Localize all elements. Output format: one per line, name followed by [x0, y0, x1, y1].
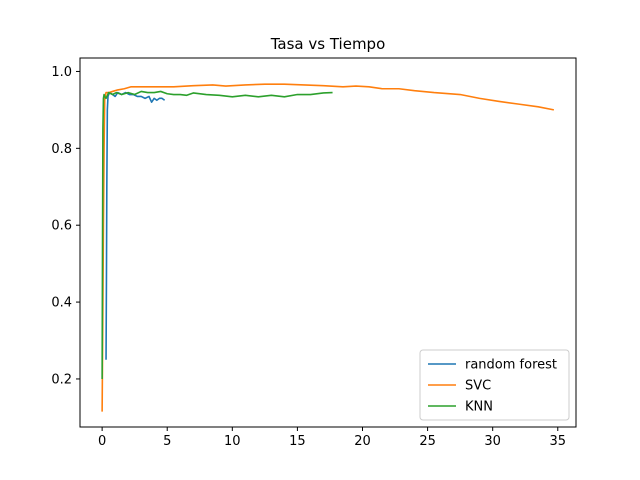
x-tick-label: 25 [419, 434, 436, 449]
y-tick-label: 0.2 [51, 372, 72, 387]
x-tick-label: 30 [484, 434, 501, 449]
x-axis: 0 5 10 15 20 25 30 35 [98, 427, 566, 449]
y-tick-label: 0.4 [51, 296, 72, 311]
legend-box [419, 349, 570, 421]
y-tick-label: 1.0 [51, 65, 72, 80]
series-layer [101, 83, 555, 412]
plot-frame [79, 57, 577, 428]
chart-title: Tasa vs Tiempo [270, 35, 386, 53]
y-axis: 0.2 0.4 0.6 0.8 1.0 [51, 65, 80, 387]
legend: random forest SVC KNN [419, 349, 570, 421]
x-tick-label: 5 [163, 434, 171, 449]
x-tick-label: 20 [354, 434, 371, 449]
legend-label: SVC [465, 379, 491, 394]
x-tick-label: 15 [289, 434, 306, 449]
legend-label: random forest [465, 358, 557, 373]
y-tick-label: 0.6 [51, 219, 72, 234]
x-tick-label: 35 [550, 434, 567, 449]
x-tick-label: 10 [224, 434, 241, 449]
y-tick-label: 0.8 [51, 142, 72, 157]
legend-label: KNN [465, 400, 493, 415]
series-line-knn [101, 90, 333, 379]
x-tick-label: 0 [98, 434, 106, 449]
